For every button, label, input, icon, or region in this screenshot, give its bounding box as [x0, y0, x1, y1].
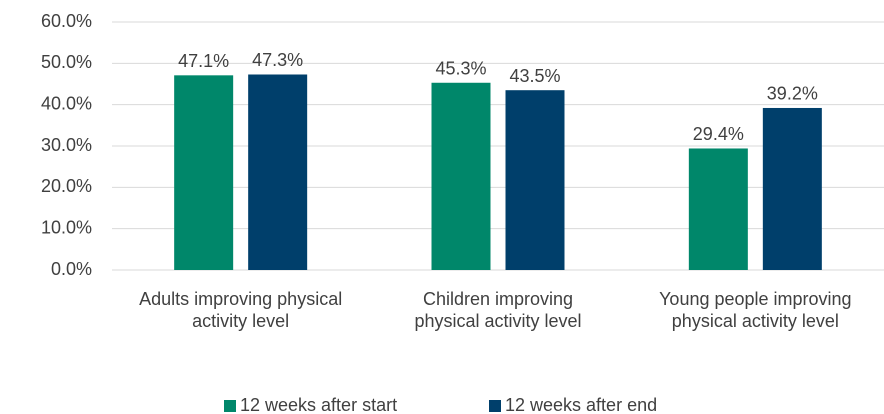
y-tick-label: 40.0%: [41, 93, 92, 113]
bar: [431, 82, 491, 270]
y-tick-label: 50.0%: [41, 52, 92, 72]
x-tick-label: Adults improving physical activity level: [139, 289, 343, 331]
bar: [688, 148, 748, 270]
data-label: 45.3%: [435, 59, 486, 79]
legend-swatch: [489, 400, 501, 412]
data-label: 47.1%: [178, 51, 229, 71]
bar: [174, 75, 234, 270]
y-tick-label: 0.0%: [51, 259, 92, 279]
bar: [505, 90, 565, 270]
bar: [762, 107, 822, 271]
legend-label: 12 weeks after end: [505, 395, 657, 414]
data-label: 47.3%: [252, 50, 303, 70]
bar: [248, 74, 308, 270]
data-label: 39.2%: [767, 84, 818, 104]
legend-label: 12 weeks after start: [240, 395, 397, 414]
x-tick-label: Children improving physical activity lev…: [414, 289, 582, 331]
x-tick-label: Young people improving physical activity…: [659, 289, 852, 331]
y-tick-label: 30.0%: [41, 135, 92, 155]
legend-swatch: [224, 400, 236, 412]
y-tick-label: 60.0%: [41, 11, 92, 31]
data-label: 29.4%: [693, 124, 744, 144]
y-tick-label: 20.0%: [41, 176, 92, 196]
y-tick-label: 10.0%: [41, 217, 92, 237]
data-label: 43.5%: [509, 66, 560, 86]
